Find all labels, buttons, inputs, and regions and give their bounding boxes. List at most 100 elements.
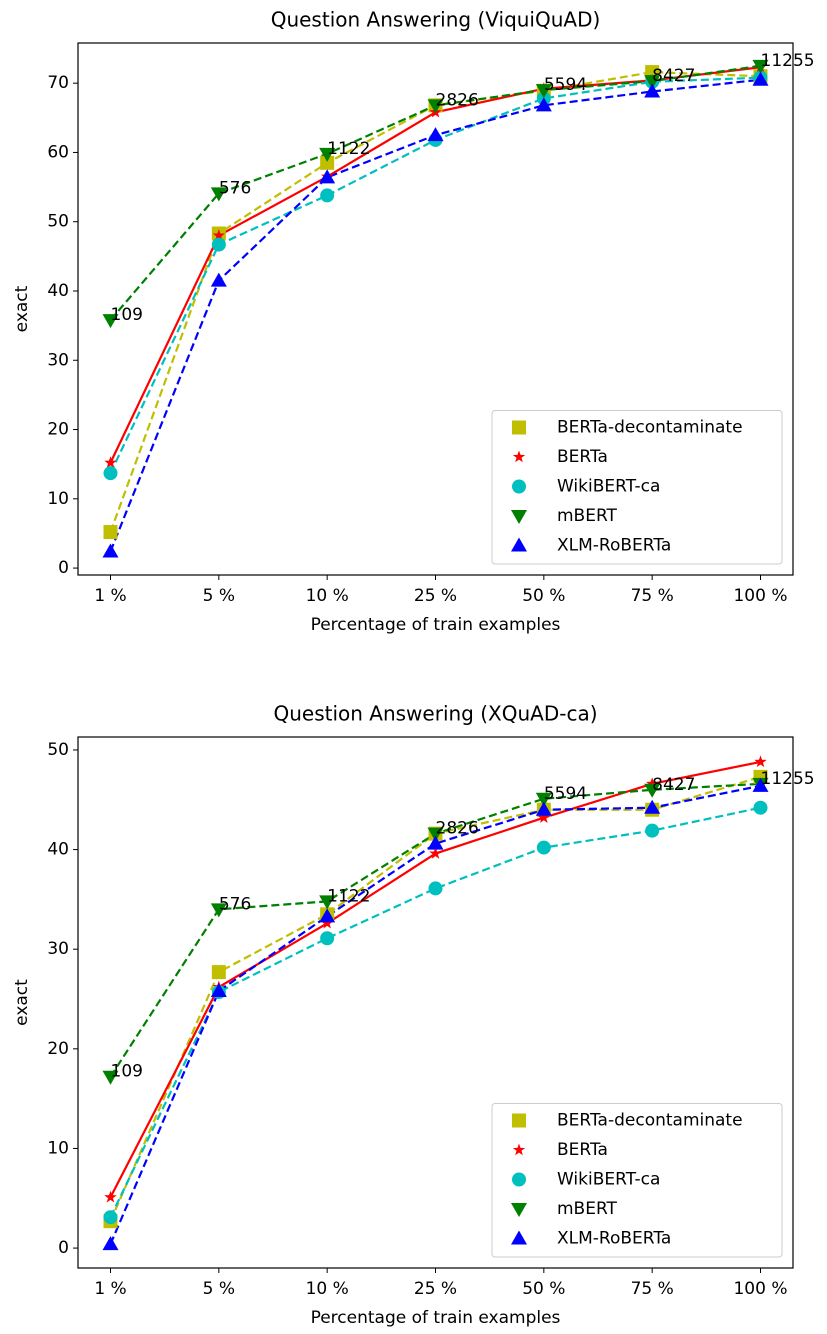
chart-title: Question Answering (ViquiQuAD) [271, 8, 601, 32]
y-tick-label: 70 [47, 73, 69, 93]
annotation: 109 [111, 1062, 143, 1082]
x-tick-label: 5 % [203, 1279, 235, 1299]
data-point [210, 272, 227, 287]
legend-label: mBERT [557, 506, 618, 526]
legend-label: XLM-RoBERTa [557, 1229, 671, 1249]
annotation: 5594 [544, 784, 587, 804]
data-point [320, 155, 335, 170]
data-point [754, 755, 767, 768]
y-tick-label: 0 [58, 558, 69, 578]
data-point [102, 1236, 119, 1251]
data-point [753, 800, 768, 815]
data-point [645, 777, 659, 790]
y-tick-label: 10 [47, 1138, 69, 1158]
data-point [535, 84, 552, 99]
data-point [210, 187, 227, 202]
x-axis-label: Percentage of train examples [311, 1308, 561, 1328]
data-point [320, 188, 335, 203]
x-tick-label: 75 % [631, 1279, 674, 1299]
data-point [644, 799, 661, 814]
data-point [427, 127, 444, 142]
legend-label: XLM-RoBERTa [557, 536, 671, 556]
data-point [427, 99, 444, 114]
y-axis-label: exact [12, 979, 32, 1026]
x-tick-label: 75 % [631, 586, 674, 606]
data-point [319, 908, 336, 923]
legend-marker [512, 1113, 526, 1128]
y-tick-label: 50 [47, 212, 69, 232]
data-point [535, 801, 552, 816]
data-point [320, 931, 335, 946]
data-point [645, 823, 660, 838]
data-point [103, 525, 118, 540]
x-tick-label: 50 % [522, 586, 565, 606]
data-point [644, 75, 661, 90]
data-point [211, 237, 226, 252]
x-tick-label: 5 % [203, 586, 235, 606]
x-tick-label: 50 % [522, 1279, 565, 1299]
data-point [103, 466, 118, 481]
annotation: 11255 [761, 51, 815, 71]
legend-box [491, 1103, 783, 1258]
x-tick-label: 10 % [306, 1279, 349, 1299]
legend-marker [512, 450, 526, 463]
data-point [752, 59, 769, 74]
annotation: 2826 [436, 90, 479, 110]
data-point [102, 543, 119, 558]
legend-label: WikiBERT-ca [557, 477, 660, 497]
data-point [429, 847, 442, 859]
data-point [752, 71, 769, 86]
x-tick-label: 100 % [733, 1279, 787, 1299]
legend-marker [511, 537, 527, 552]
y-tick-label: 40 [47, 840, 69, 860]
y-tick-label: 50 [47, 740, 69, 760]
annotation: 2826 [436, 819, 479, 839]
legend-label: BERTa [557, 1140, 608, 1160]
data-point [102, 1070, 119, 1085]
legend-marker [511, 1203, 527, 1217]
data-point [319, 147, 336, 162]
annotation: 8427 [652, 66, 695, 86]
data-point [210, 983, 227, 998]
data-point [320, 916, 334, 929]
x-tick-label: 25 % [414, 1279, 457, 1299]
legend-label: mBERT [557, 1199, 618, 1219]
y-tick-label: 40 [47, 281, 69, 301]
data-point [210, 903, 227, 918]
x-tick-label: 25 % [414, 586, 457, 606]
y-axis-label: exact [12, 285, 32, 332]
data-point [104, 1190, 117, 1203]
x-axis-label: Percentage of train examples [311, 615, 561, 635]
data-point [319, 169, 336, 184]
legend-marker [512, 420, 526, 435]
data-point [427, 835, 444, 850]
data-point [644, 83, 661, 98]
annotation: 576 [219, 178, 251, 198]
annotation: 5594 [544, 75, 587, 95]
annotation: 11255 [761, 769, 815, 789]
legend-marker [512, 479, 526, 494]
data-point [535, 792, 552, 807]
y-tick-label: 10 [47, 489, 69, 509]
data-point [104, 456, 117, 469]
annotation: 1122 [327, 139, 370, 159]
legend-marker [512, 1172, 526, 1187]
data-point [212, 229, 226, 241]
y-tick-label: 30 [47, 939, 69, 959]
annotation: 576 [219, 894, 251, 914]
chart-title: Question Answering (XQuAD-ca) [273, 702, 597, 726]
data-point [211, 965, 226, 980]
y-tick-label: 60 [47, 142, 69, 162]
y-tick-label: 30 [47, 350, 69, 370]
legend-marker [511, 1230, 527, 1245]
annotation: 1122 [327, 886, 370, 906]
data-point [752, 777, 769, 792]
x-tick-label: 1 % [94, 1279, 126, 1299]
annotation: 109 [111, 305, 143, 325]
x-tick-label: 1 % [94, 586, 126, 606]
legend-marker [511, 510, 527, 524]
legend-label: BERTa-decontaminate [557, 1111, 743, 1131]
x-tick-label: 10 % [306, 586, 349, 606]
